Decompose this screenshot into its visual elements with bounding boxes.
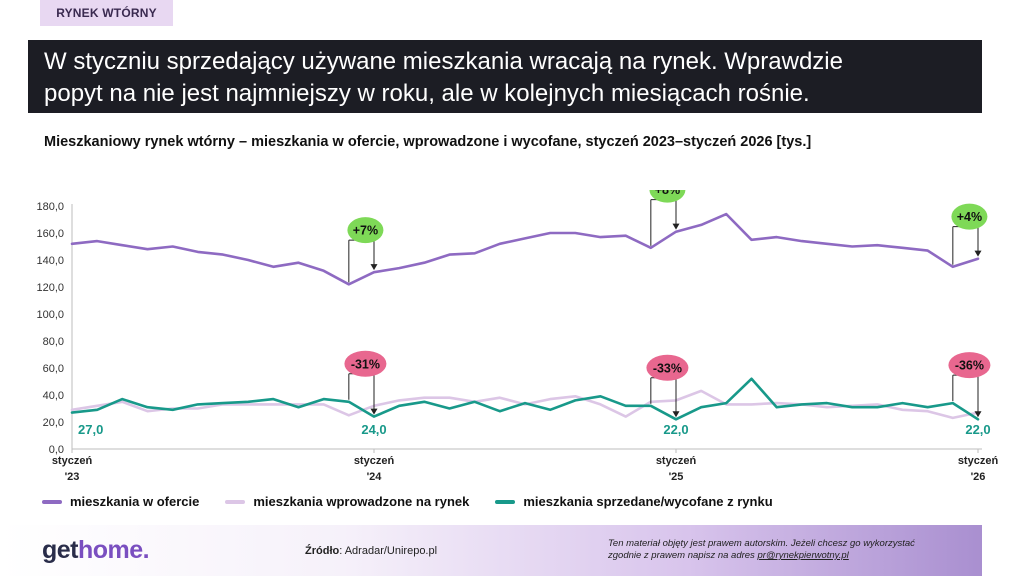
y-tick-label: 40,0 <box>43 390 64 402</box>
source-note: Źródło: Adradar/Unirepo.pl <box>305 545 437 557</box>
logo-part-get: get <box>42 536 79 564</box>
annotation-label: -36% <box>955 359 984 373</box>
footer: gethome. Źródło: Adradar/Unirepo.pl Ten … <box>0 525 982 576</box>
y-tick-label: 60,0 <box>43 363 64 375</box>
annotation-badge <box>649 190 686 203</box>
headline-line-2: popyt na nie jest najmniejszy w roku, al… <box>44 80 810 107</box>
legend-swatch-sold <box>495 499 516 504</box>
copyright-note: Ten materiał objęty jest prawem autorski… <box>608 538 968 562</box>
series-line-offer <box>70 212 980 286</box>
data-label: 22,0 <box>663 422 688 437</box>
annotation-arrowhead <box>672 411 680 418</box>
series-line-sold <box>70 377 980 421</box>
annotation-badge <box>948 352 991 379</box>
legend-item-introduced: mieszkania wprowadzone na rynek <box>225 494 469 509</box>
source-text: : Adradar/Unirepo.pl <box>339 545 438 557</box>
headline: W styczniu sprzedający używane mieszkani… <box>28 40 982 113</box>
annotation-label: -31% <box>351 357 380 371</box>
copyright-line-1: Ten materiał objęty jest prawem autorski… <box>608 538 915 549</box>
y-tick-label: 180,0 <box>36 201 64 213</box>
annotation-badge <box>646 354 689 381</box>
x-tick-label-year: '23 <box>65 471 80 483</box>
copyright-line-2: zgodnie z prawem napisz na adres pr@ryne… <box>608 550 968 562</box>
chart-title: Mieszkaniowy rynek wtórny – mieszkania w… <box>44 134 812 150</box>
x-tick-label: styczeń <box>52 455 93 467</box>
x-tick-label-year: '25 <box>669 471 684 483</box>
y-tick-label: 140,0 <box>36 255 64 267</box>
x-tick-label: styczeń <box>656 455 697 467</box>
section-tag: RYNEK WTÓRNY <box>40 0 173 26</box>
legend-label-introduced: mieszkania wprowadzone na rynek <box>253 494 470 509</box>
annotation-arrowhead <box>370 408 378 415</box>
legend-item-offer: mieszkania w ofercie <box>42 494 199 509</box>
source-label: Źródło <box>305 545 340 557</box>
annotation-label: +7% <box>353 224 378 238</box>
annotation-label: +8% <box>655 190 680 197</box>
annotation-arrowhead <box>672 223 680 230</box>
annotation-badge <box>951 203 988 230</box>
annotation-label: +4% <box>957 210 982 224</box>
x-tick-label-year: '24 <box>367 471 383 483</box>
y-tick-label: 20,0 <box>43 417 64 429</box>
y-tick-label: 100,0 <box>36 309 64 321</box>
x-tick-label: styczeń <box>958 455 999 467</box>
annotation-arrowhead <box>974 250 982 257</box>
copyright-line-2-text: zgodnie z prawem napisz na adres <box>608 550 758 561</box>
line-chart: 0,0 20,0 40,0 60,0 80,0 100,0 120,0 140,0 160,0 1… <box>36 190 999 483</box>
legend-swatch-offer <box>42 499 62 504</box>
x-tick-label-year: '26 <box>971 471 986 483</box>
data-label: 27,0 <box>78 422 103 437</box>
y-tick-label: 80,0 <box>43 336 64 348</box>
data-label: 22,0 <box>965 422 990 437</box>
annotation-arrowhead <box>974 411 982 418</box>
annotation-badge <box>344 350 387 377</box>
y-tick-label: 120,0 <box>36 282 64 294</box>
headline-line-1: W styczniu sprzedający używane mieszkani… <box>44 48 843 75</box>
legend: mieszkania w ofercie mieszkania wprowadz… <box>42 494 773 509</box>
annotation-arrowhead <box>370 264 378 271</box>
gethome-logo[interactable]: gethome. <box>42 536 150 565</box>
annotation-badge <box>347 217 384 244</box>
copyright-email-link[interactable]: pr@rynekpierwotny.pl <box>757 550 849 561</box>
legend-swatch-introduced <box>225 499 246 504</box>
y-tick-label: 0,0 <box>49 444 64 456</box>
y-tick-label: 160,0 <box>36 228 64 240</box>
annotation-label: -33% <box>653 361 682 375</box>
legend-label-offer: mieszkania w ofercie <box>70 494 200 509</box>
x-tick-label: styczeń <box>354 455 395 467</box>
logo-part-home: home. <box>78 536 150 564</box>
data-label: 24,0 <box>361 422 386 437</box>
legend-item-sold: mieszkania sprzedane/wycofane z rynku <box>495 494 773 509</box>
legend-label-sold: mieszkania sprzedane/wycofane z rynku <box>523 494 773 509</box>
